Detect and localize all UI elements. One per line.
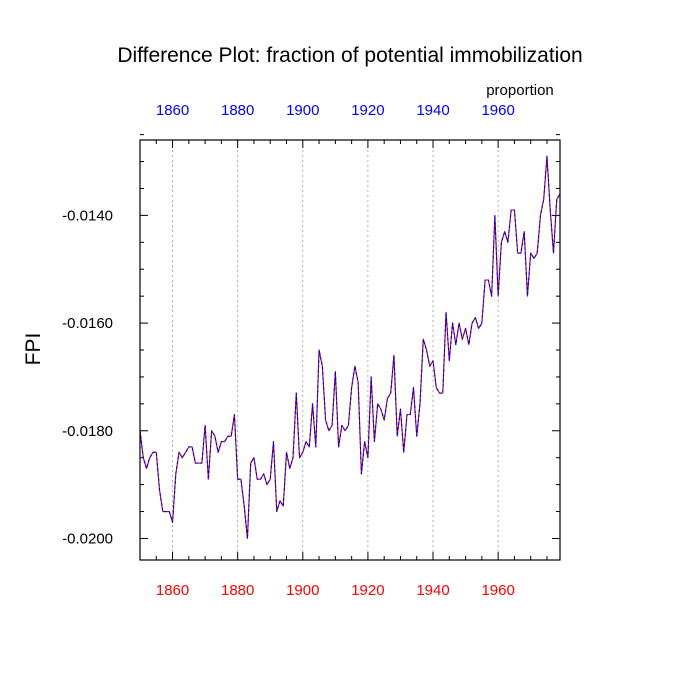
x-tick-label-top: 1960 xyxy=(481,102,514,119)
y-tick-label: -0.0180 xyxy=(62,423,113,440)
x-tick-label-top: 1880 xyxy=(221,102,254,119)
right-axis xyxy=(552,134,560,539)
left-axis: -0.0140 -0.0160 -0.0180 -0.0200 xyxy=(62,134,148,547)
units-label: proportion xyxy=(486,82,554,99)
y-tick-label: -0.0140 xyxy=(62,207,113,224)
series-layer xyxy=(139,155,561,540)
x-tick-label-top: 1920 xyxy=(351,102,384,119)
x-tick-label-bottom: 1880 xyxy=(221,582,254,599)
x-tick-label-top: 1900 xyxy=(286,102,319,119)
y-tick-label: -0.0200 xyxy=(62,530,113,547)
y-tick-label: -0.0160 xyxy=(62,315,113,332)
series-line xyxy=(139,155,561,540)
x-tick-label-bottom: 1900 xyxy=(286,582,319,599)
chart-title: Difference Plot: fraction of potential i… xyxy=(117,44,582,67)
grid-lines xyxy=(172,140,499,560)
x-tick-label-bottom: 1940 xyxy=(416,582,449,599)
x-tick-label-bottom: 1860 xyxy=(156,582,189,599)
y-axis-label: FPI xyxy=(22,333,45,366)
x-tick-label-top: 1860 xyxy=(156,102,189,119)
x-tick-label-bottom: 1960 xyxy=(481,582,514,599)
top-axis: 1860 1880 1900 1920 1940 1960 xyxy=(139,102,548,148)
series-line-dash xyxy=(139,155,561,540)
bottom-axis: 1860 1880 1900 1920 1940 1960 xyxy=(139,552,548,599)
x-tick-label-bottom: 1920 xyxy=(351,582,384,599)
plot-frame xyxy=(139,139,561,561)
x-tick-label-top: 1940 xyxy=(416,102,449,119)
